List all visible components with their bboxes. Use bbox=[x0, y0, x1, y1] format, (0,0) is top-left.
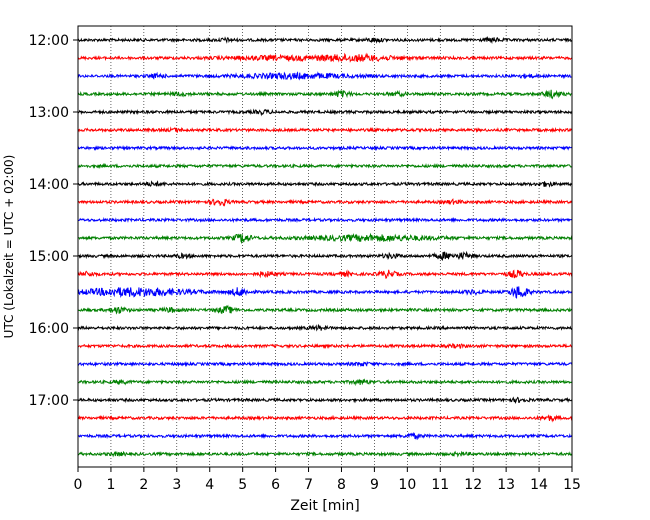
seismic-trace bbox=[77, 304, 573, 315]
seismic-trace bbox=[77, 360, 573, 368]
seismic-trace bbox=[77, 396, 573, 405]
seismic-trace bbox=[77, 126, 573, 134]
seismic-trace bbox=[77, 286, 573, 299]
y-tick-label: 14:00 bbox=[29, 177, 69, 193]
seismic-trace bbox=[77, 250, 573, 261]
seismic-trace bbox=[77, 216, 573, 224]
x-tick-label: 0 bbox=[74, 477, 83, 493]
x-tick-label: 1 bbox=[106, 477, 115, 493]
y-tick-label: 12:00 bbox=[29, 33, 69, 49]
seismic-trace bbox=[77, 269, 573, 279]
x-tick-label: 13 bbox=[497, 477, 515, 493]
y-axis-label: UTC (Lokalzeit = UTC + 02:00) bbox=[2, 155, 16, 339]
seismic-trace bbox=[77, 450, 573, 458]
plot-frame bbox=[77, 25, 573, 468]
seismic-trace bbox=[77, 431, 573, 441]
seismic-trace bbox=[77, 35, 573, 44]
x-tick-label: 11 bbox=[431, 477, 449, 493]
y-tick-label: 15:00 bbox=[29, 249, 69, 265]
x-axis-ticks: 0 1 2 3 4 5 6 7 8 9 10 11 12 13 14 15 bbox=[74, 467, 581, 493]
seismic-trace bbox=[77, 71, 573, 81]
y-axis-ticks: 12:00 13:00 14:00 15:00 16:00 17:00 bbox=[29, 33, 78, 409]
x-tick-label: 12 bbox=[464, 477, 482, 493]
y-tick-label: 13:00 bbox=[29, 105, 69, 121]
seismic-trace bbox=[77, 323, 573, 332]
seismic-trace bbox=[77, 180, 573, 188]
x-tick-label: 5 bbox=[238, 477, 247, 493]
seismic-trace bbox=[77, 89, 573, 100]
x-tick-label: 15 bbox=[563, 477, 581, 493]
x-tick-label: 6 bbox=[271, 477, 280, 493]
seismic-trace bbox=[77, 232, 573, 245]
y-tick-label: 17:00 bbox=[29, 393, 69, 409]
seismic-trace bbox=[77, 378, 573, 387]
x-tick-label: 3 bbox=[172, 477, 181, 493]
x-axis-label: Zeit [min] bbox=[290, 498, 359, 514]
x-tick-label: 9 bbox=[370, 477, 379, 493]
seismic-trace bbox=[77, 162, 573, 170]
seismic-trace bbox=[77, 108, 573, 117]
seismic-trace bbox=[77, 52, 573, 63]
x-tick-label: 10 bbox=[398, 477, 416, 493]
seismic-trace bbox=[77, 198, 573, 207]
seismic-traces bbox=[77, 35, 573, 458]
x-tick-label: 4 bbox=[205, 477, 214, 493]
y-tick-label: 16:00 bbox=[29, 321, 69, 337]
x-tick-label: 8 bbox=[337, 477, 346, 493]
seismic-trace bbox=[77, 144, 573, 152]
x-tick-label: 2 bbox=[139, 477, 148, 493]
x-tick-label: 14 bbox=[530, 477, 548, 493]
x-tick-label: 7 bbox=[304, 477, 313, 493]
seismic-trace bbox=[77, 414, 573, 423]
seismic-trace bbox=[77, 342, 573, 350]
